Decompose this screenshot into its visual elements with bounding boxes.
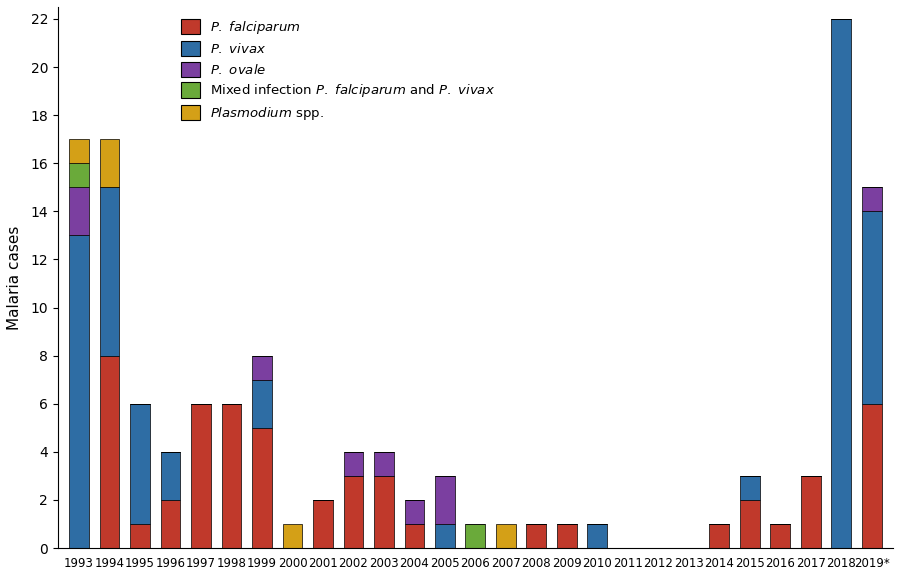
Bar	[69, 188, 89, 235]
Bar	[862, 211, 882, 404]
Bar	[435, 476, 454, 524]
Bar	[283, 524, 302, 548]
Bar	[100, 188, 120, 355]
Bar	[69, 163, 89, 188]
Bar	[374, 476, 394, 548]
Bar	[770, 524, 790, 548]
Bar	[344, 452, 364, 476]
Bar	[160, 452, 180, 500]
Bar	[404, 500, 424, 524]
Legend: $\it{P.}$ $\it{falciparum}$, $\it{P.}$ $\it{vivax}$, $\it{P.}$ $\it{ovale}$, Mix: $\it{P.}$ $\it{falciparum}$, $\it{P.}$ $…	[181, 19, 495, 122]
Bar	[526, 524, 546, 548]
Bar	[496, 524, 516, 548]
Bar	[709, 524, 729, 548]
Bar	[252, 380, 272, 428]
Bar	[221, 404, 241, 548]
Bar	[69, 139, 89, 163]
Bar	[435, 524, 454, 548]
Bar	[344, 476, 364, 548]
Bar	[130, 524, 150, 548]
Bar	[740, 476, 760, 500]
Bar	[252, 428, 272, 548]
Bar	[191, 404, 211, 548]
Bar	[313, 500, 333, 548]
Bar	[862, 404, 882, 548]
Bar	[130, 404, 150, 524]
Bar	[862, 188, 882, 211]
Bar	[740, 500, 760, 548]
Bar	[588, 524, 608, 548]
Bar	[832, 19, 851, 548]
Bar	[374, 452, 394, 476]
Bar	[252, 355, 272, 380]
Bar	[557, 524, 577, 548]
Y-axis label: Malaria cases: Malaria cases	[7, 225, 22, 329]
Bar	[69, 235, 89, 548]
Bar	[465, 524, 485, 548]
Bar	[160, 500, 180, 548]
Bar	[801, 476, 821, 548]
Bar	[100, 355, 120, 548]
Bar	[100, 139, 120, 188]
Bar	[404, 524, 424, 548]
